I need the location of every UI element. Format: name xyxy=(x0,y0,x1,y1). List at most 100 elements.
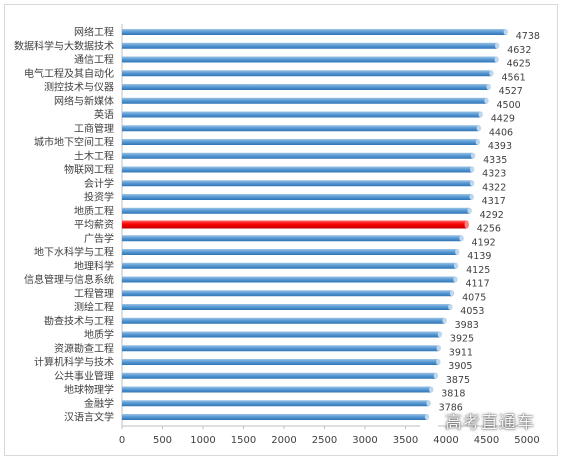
bar-end-cap xyxy=(448,304,453,310)
category-label: 汉语言文学 xyxy=(64,411,114,424)
category-label: 数据科学与大数据技术 xyxy=(14,39,114,52)
category-label: 电气工程及其自动化 xyxy=(24,67,114,80)
bar-end-cap xyxy=(449,290,455,297)
x-tick-label: 1500 xyxy=(231,435,256,446)
data-label: 3925 xyxy=(450,334,474,345)
data-label: 4527 xyxy=(499,86,523,97)
x-tick-label: 0 xyxy=(119,435,125,446)
category-label: 计算机科学与技术 xyxy=(34,356,114,369)
category-label: 测绘工程 xyxy=(74,301,114,314)
bar xyxy=(122,180,473,187)
watermark: 高考直通车 xyxy=(419,408,535,433)
category-label: 英语 xyxy=(94,108,114,121)
x-tick-label: 4000 xyxy=(433,435,458,446)
bar-end-cap xyxy=(478,111,483,118)
data-label: 4125 xyxy=(466,265,490,276)
bar-end-cap xyxy=(469,180,475,187)
data-label: 4335 xyxy=(483,155,507,166)
category-label: 地理科学 xyxy=(74,259,114,272)
bar xyxy=(122,276,456,283)
bar xyxy=(122,125,479,132)
bar-end-cap xyxy=(436,359,441,365)
bar xyxy=(122,386,432,393)
bar-end-cap xyxy=(453,262,459,269)
data-label: 4117 xyxy=(465,279,489,290)
category-label: 物联网工程 xyxy=(64,163,114,176)
bar-end-cap xyxy=(470,152,476,159)
bar-end-cap xyxy=(469,194,474,200)
x-tick-label: 2000 xyxy=(271,435,296,446)
bar-end-cap xyxy=(426,400,431,407)
bar-end-cap xyxy=(459,235,464,242)
bar xyxy=(122,331,440,338)
bar-end-cap xyxy=(494,42,500,49)
bar-end-cap xyxy=(476,125,482,132)
data-label: 4625 xyxy=(507,59,531,70)
chart-frame: 网络工程 4738 数据科学与大数据技术 4632 通信工程 4625 电气工程及其自动化 4… xyxy=(4,4,558,456)
bar xyxy=(122,359,439,365)
category-label: 测控技术与仪器 xyxy=(44,81,114,94)
bar xyxy=(122,29,506,35)
data-label: 3818 xyxy=(441,389,465,400)
bar xyxy=(122,262,457,269)
category-label: 城市地下空间工程 xyxy=(34,136,114,149)
bar-end-cap xyxy=(455,249,460,255)
bar-end-cap xyxy=(469,166,475,173)
data-label: 4500 xyxy=(497,100,521,111)
x-tick-label: 4500 xyxy=(474,435,499,446)
category-label: 地下水科学与工程 xyxy=(34,246,114,259)
bar-highlight xyxy=(122,220,467,229)
bar xyxy=(122,84,489,90)
data-label: 4429 xyxy=(491,114,515,125)
bar xyxy=(122,345,439,352)
data-label: 4738 xyxy=(516,31,540,42)
x-tick-label: 1000 xyxy=(190,435,215,446)
bar xyxy=(122,317,445,324)
data-label: 4053 xyxy=(460,306,484,317)
bar xyxy=(122,414,428,420)
x-tick-label: 2500 xyxy=(312,435,337,446)
category-label: 金融学 xyxy=(84,397,114,410)
bar xyxy=(122,249,458,255)
bar xyxy=(122,372,436,379)
bar-end-cap xyxy=(484,97,489,104)
bar-end-cap xyxy=(486,84,491,90)
bar-end-cap xyxy=(453,276,458,283)
bar xyxy=(122,235,462,242)
bar xyxy=(122,166,473,173)
bar-end-cap xyxy=(489,70,494,77)
data-label: 4292 xyxy=(480,210,504,221)
bar xyxy=(122,207,470,214)
category-label: 信息管理与信息系统 xyxy=(24,273,114,286)
bar xyxy=(122,194,472,200)
bar-end-cap xyxy=(494,56,499,63)
data-label: 4561 xyxy=(501,72,525,83)
data-label: 4323 xyxy=(482,169,506,180)
watermark-text: 高考直通车 xyxy=(445,413,535,433)
bar xyxy=(122,152,474,159)
data-label: 4192 xyxy=(472,237,496,248)
bar xyxy=(122,290,453,297)
category-label: 网络工程 xyxy=(74,26,114,39)
bar xyxy=(122,400,429,407)
bar-end-cap xyxy=(436,345,441,352)
x-tick-label: 500 xyxy=(153,435,172,446)
category-label: 网络与新媒体 xyxy=(54,94,114,107)
category-label: 土木工程 xyxy=(74,149,114,162)
bar xyxy=(122,111,481,118)
data-label: 3911 xyxy=(449,347,473,358)
category-label: 地质工程 xyxy=(74,204,114,217)
category-label: 工程管理 xyxy=(74,287,114,300)
bar xyxy=(122,304,451,310)
data-label: 4406 xyxy=(489,127,513,138)
bar-end-cap xyxy=(433,372,439,379)
watermark-logo-icon xyxy=(419,414,445,427)
data-label: 4139 xyxy=(467,251,491,262)
x-tick-label: 5000 xyxy=(514,435,539,446)
category-label: 资源勘查工程 xyxy=(54,342,114,355)
data-label: 3905 xyxy=(448,361,472,372)
bar xyxy=(122,56,497,63)
bar-end-cap xyxy=(467,207,472,214)
data-label: 4075 xyxy=(462,292,486,303)
category-label: 公共事业管理 xyxy=(54,369,114,382)
